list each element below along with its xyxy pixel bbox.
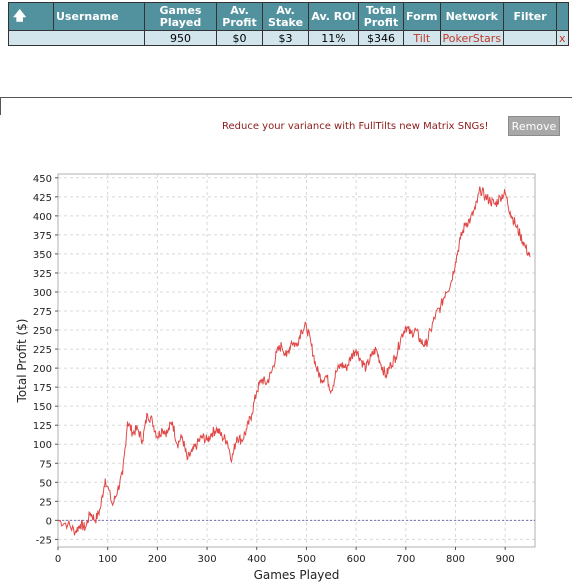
x-tick-label: 500	[297, 554, 316, 565]
column-header-total-profit[interactable]: Total Profit	[358, 2, 404, 31]
column-header-form[interactable]: Form	[403, 2, 441, 31]
promo-text: Reduce your variance with FullTilts new …	[222, 121, 489, 132]
x-tick-label: 700	[396, 554, 415, 565]
cell-av-roi: 11%	[308, 30, 359, 46]
cell-username[interactable]	[8, 30, 145, 46]
y-tick-label: 250	[33, 326, 52, 337]
y-tick-label: 100	[33, 440, 52, 451]
cell-filter[interactable]	[503, 30, 558, 46]
y-tick-label: 425	[33, 193, 52, 204]
y-tick-label: 175	[33, 383, 52, 394]
cell-form-link[interactable]: Tilt	[403, 30, 441, 46]
x-tick-label: 400	[247, 554, 266, 565]
y-tick-label: 300	[33, 288, 52, 299]
y-tick-label: -25	[36, 535, 52, 546]
y-tick-label: 25	[39, 497, 52, 508]
column-header-av-stake[interactable]: Av. Stake	[262, 2, 309, 31]
x-tick-label: 800	[446, 554, 465, 565]
profit-chart: -250255075100125150175200225250275300325…	[15, 173, 536, 582]
y-tick-label: 450	[33, 174, 52, 185]
sort-column-header[interactable]: 🡅	[8, 2, 54, 31]
x-tick-label: 0	[55, 554, 61, 565]
cell-network-link[interactable]: PokerStars	[439, 30, 505, 46]
x-axis-label: Games Played	[254, 568, 340, 582]
y-tick-label: 325	[33, 269, 52, 280]
x-tick-label: 600	[347, 554, 366, 565]
arrow-up-icon[interactable]: 🡅	[13, 8, 27, 24]
stats-table: 🡅 Username Games Played Av. Profit Av. S…	[8, 2, 569, 46]
y-tick-label: 75	[39, 459, 52, 470]
plot-area	[57, 173, 536, 548]
x-tick-label: 200	[148, 554, 167, 565]
y-tick-label: 200	[33, 364, 52, 375]
y-tick-label: 400	[33, 212, 52, 223]
remove-button[interactable]: Remove	[508, 116, 560, 136]
column-header-username[interactable]: Username	[53, 2, 145, 31]
y-axis-label: Total Profit ($)	[15, 319, 29, 404]
y-tick-label: 375	[33, 231, 52, 242]
x-tick-label: 100	[98, 554, 117, 565]
chart-ticks: -250255075100125150175200225250275300325…	[33, 174, 515, 565]
cell-av-profit: $0	[216, 30, 263, 46]
y-tick-label: 150	[33, 402, 52, 413]
section-divider	[0, 97, 572, 98]
column-header-games-played[interactable]: Games Played	[144, 2, 217, 31]
x-tick-label: 300	[198, 554, 217, 565]
y-tick-label: 125	[33, 421, 52, 432]
cell-av-stake: $3	[262, 30, 309, 46]
y-tick-label: 0	[46, 516, 52, 527]
y-tick-label: 275	[33, 307, 52, 318]
cell-total-profit: $346	[358, 30, 404, 46]
table-row[interactable]: 950 $0 $3 11% $346 Tilt PokerStars x	[8, 30, 569, 46]
y-tick-label: 50	[39, 478, 52, 489]
column-header-network[interactable]: Network	[439, 2, 505, 31]
x-tick-label: 900	[496, 554, 515, 565]
column-header-av-roi[interactable]: Av. ROI	[308, 2, 359, 31]
column-header-filter[interactable]: Filter	[503, 2, 558, 31]
table-header-row: 🡅 Username Games Played Av. Profit Av. S…	[8, 2, 569, 31]
remove-row-link[interactable]: x	[556, 30, 569, 46]
column-header-av-profit[interactable]: Av. Profit	[216, 2, 263, 31]
column-header-remove	[556, 2, 569, 31]
section-divider-left	[0, 97, 1, 115]
series-line-total-profit	[57, 186, 531, 536]
y-tick-label: 225	[33, 345, 52, 356]
y-tick-label: 350	[33, 250, 52, 261]
cell-games-played: 950	[144, 30, 217, 46]
